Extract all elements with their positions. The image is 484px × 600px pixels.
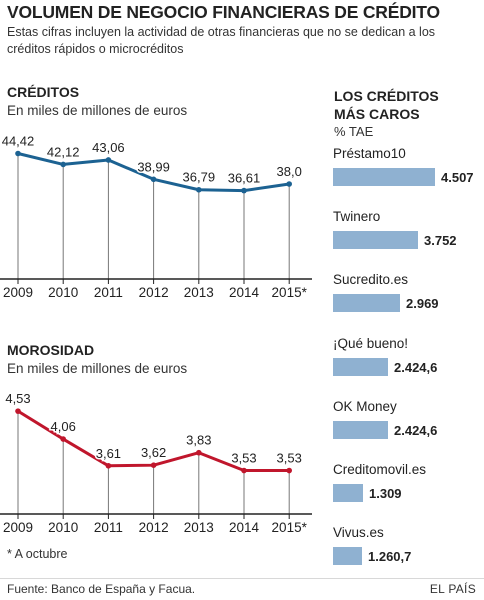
chart-subtitle: Estas cifras incluyen la actividad de ot… (7, 25, 436, 56)
ranking-title-line2: MÁS CAROS (334, 106, 420, 122)
creditos-data-label: 36,79 (183, 170, 216, 185)
morosidad-x-tick-label: 2010 (48, 520, 78, 535)
ranking-item-label: Creditomovil.es (333, 462, 427, 477)
ranking-value-label: 3.752 (424, 233, 457, 249)
morosidad-data-point (196, 449, 202, 456)
creditos-data-point (241, 187, 247, 194)
morosidad-data-label: 3,53 (277, 451, 302, 466)
morosidad-x-tick-label: 2015* (272, 520, 308, 535)
ranking-item-label: ¡Qué bueno! (333, 335, 409, 351)
morosidad-data-label: 3,62 (141, 445, 166, 460)
ranking-bar (333, 357, 388, 376)
ranking-bar (333, 168, 435, 186)
creditos-subtitle: En miles de millones de euros (7, 103, 188, 118)
ranking-value-label: 2.969 (406, 296, 439, 312)
ranking-value-label: 1.309 (369, 486, 402, 501)
creditos-x-tick-label: 2015* (272, 285, 308, 300)
morosidad-line-chart: 2009 2010 2011 2012 2013 2014 2015* 4,53 4,06 3,6… (0, 390, 312, 535)
morosidad-title: MOROSIDAD (7, 342, 95, 358)
creditos-title: CRÉDITOS (7, 84, 80, 100)
ranking-title-line1: LOS CRÉDITOS (334, 88, 439, 104)
ranking-item-label: Préstamo10 (333, 146, 406, 161)
morosidad-data-point (60, 436, 66, 442)
morosidad-x-tick-label: 2014 (229, 520, 260, 535)
ranking-value-label: 2.424,6 (394, 422, 438, 438)
ranking-bar (333, 231, 418, 250)
creditos-data-point (105, 157, 112, 163)
morosidad-data-label: 3,83 (186, 433, 211, 448)
creditos-data-label: 44,42 (2, 134, 35, 149)
morosidad-subtitle: En miles de millones de euros (7, 361, 188, 376)
morosidad-data-point (15, 408, 21, 414)
morosidad-x-tick-label: 2012 (139, 520, 169, 535)
creditos-data-point (150, 176, 157, 183)
ranking-value-label: 4.507 (441, 170, 474, 185)
ranking-value-label: 1.260,7 (368, 549, 412, 565)
morosidad-data-label: 4,06 (51, 419, 76, 434)
footnote: * A octubre (7, 547, 68, 561)
morosidad-x-tick-label: 2011 (94, 520, 123, 535)
creditos-data-point (196, 186, 202, 193)
creditos-data-label: 36,61 (228, 171, 261, 186)
creditos-x-tick-label: 2011 (94, 285, 123, 300)
morosidad-data-point (105, 462, 112, 469)
morosidad-x-tick-label: 2009 (3, 520, 33, 535)
creditos-x-tick-label: 2010 (48, 285, 78, 300)
ranking-item-label: Sucredito.es (333, 272, 409, 288)
ranking-unit: % TAE (334, 124, 374, 139)
morosidad-data-label: 3,61 (96, 446, 121, 461)
ranking-item-label: Vivus.es (333, 525, 384, 541)
creditos-x-tick-label: 2012 (139, 285, 169, 300)
ranking-title: LOS CRÉDITOS MÁS CAROS (334, 87, 439, 123)
creditos-data-point (286, 181, 293, 187)
chart-title: VOLUMEN DE NEGOCIO FINANCIERAS DE CRÉDIT… (7, 2, 440, 22)
ranking-bar (333, 484, 363, 502)
morosidad-data-point (150, 462, 157, 468)
morosidad-data-label: 4,53 (5, 391, 30, 406)
footer-divider (0, 578, 484, 579)
brand-logo-text: EL PAÍS (429, 582, 476, 596)
morosidad-data-label: 3,53 (231, 451, 256, 466)
creditos-data-point (60, 161, 66, 168)
ranking-bar (333, 420, 388, 439)
ranking-item-label: OK Money (333, 398, 397, 414)
creditos-data-label: 38,0 (277, 164, 302, 179)
creditos-x-tick-label: 2014 (229, 285, 260, 300)
morosidad-data-point (241, 467, 247, 474)
source-note: Fuente: Banco de España y Facua. (7, 582, 196, 596)
ranking-bar (333, 294, 400, 313)
morosidad-data-point (286, 467, 293, 474)
creditos-line-chart: 2009 2010 2011 2012 2013 2014 2015* 44,42 42,12 4… (0, 132, 312, 300)
creditos-data-point (15, 150, 21, 157)
ranking-value-label: 2.424,6 (394, 359, 438, 375)
ranking-bar (333, 547, 362, 566)
creditos-x-tick-label: 2009 (3, 285, 33, 300)
morosidad-x-tick-label: 2013 (184, 520, 214, 535)
creditos-data-label: 42,12 (47, 144, 80, 159)
creditos-data-label: 38,99 (137, 159, 170, 174)
creditos-x-tick-label: 2013 (184, 285, 214, 300)
ranking-item-label: Twinero (333, 209, 381, 225)
creditos-data-label: 43,06 (92, 140, 125, 155)
